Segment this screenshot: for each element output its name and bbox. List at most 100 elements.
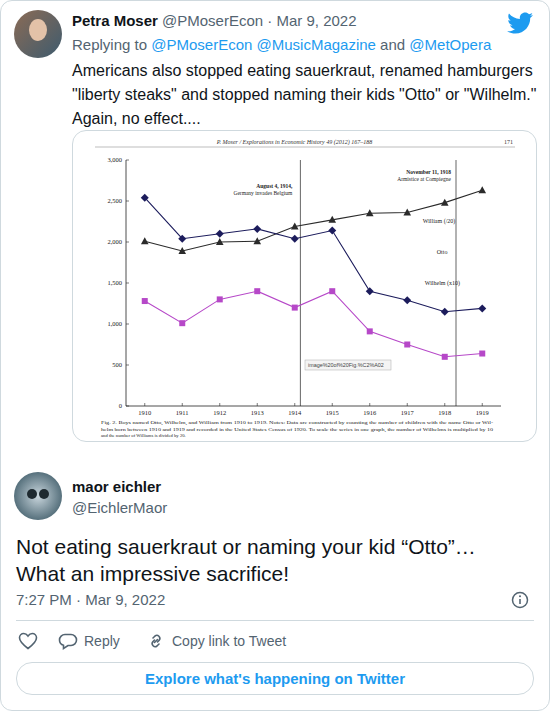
event-label: November 11, 1918 xyxy=(406,169,451,175)
figure-caption: helm born between 1910 and 1919 and reco… xyxy=(101,427,494,433)
avatar-detail xyxy=(39,489,49,499)
marker xyxy=(291,222,299,229)
marker xyxy=(441,199,449,206)
mention[interactable]: @MusicMagazine xyxy=(257,36,376,53)
marker xyxy=(254,288,260,294)
author-handle: @PMoserEcon · Mar 9, 2022 xyxy=(162,12,356,29)
spacer xyxy=(158,12,162,29)
marker xyxy=(366,209,374,216)
marker xyxy=(442,354,448,360)
y-tick xyxy=(126,365,129,366)
page-number: 171 xyxy=(504,139,513,145)
series-label: Wilhelm (x10) xyxy=(425,280,460,287)
marker xyxy=(253,225,261,233)
y-tick-label: 500 xyxy=(112,361,122,368)
marker xyxy=(403,296,411,304)
heart-icon xyxy=(20,634,37,649)
marker xyxy=(479,351,485,357)
x-tick-label: 1917 xyxy=(401,409,415,416)
x-tick xyxy=(332,403,333,406)
marker xyxy=(292,305,298,311)
event-label: August 4, 1914, xyxy=(256,183,293,189)
event-label: Germany invades Belgium xyxy=(233,190,293,196)
info-dot xyxy=(519,595,521,597)
reply-button[interactable]: Reply xyxy=(84,633,120,649)
author-line: Petra Moser @PMoserEcon · Mar 9, 2022 xyxy=(72,12,357,29)
mention[interactable]: @PMoserEcon xyxy=(151,36,252,53)
marker xyxy=(253,237,261,244)
marker xyxy=(142,298,148,304)
info-circle xyxy=(513,593,528,608)
copy-link-button[interactable]: Copy link to Tweet xyxy=(172,633,286,649)
author-name: maor eichler xyxy=(72,478,161,495)
mention[interactable]: @MetOpera xyxy=(409,36,491,53)
reply-text-line: Not eating sauerkraut or naming your kid… xyxy=(16,534,476,560)
x-tick-label: 1919 xyxy=(476,409,489,416)
y-tick-label: 2,500 xyxy=(107,197,122,204)
chart: P. Moser / Explorations in Economic Hist… xyxy=(73,131,536,441)
x-tick-label: 1912 xyxy=(213,409,226,416)
alt-tooltip: image%20of%20Fig.%C2%A02 xyxy=(305,360,391,370)
marker xyxy=(141,194,149,202)
x-tick-label: 1916 xyxy=(363,409,377,416)
figure-caption: and the number of Williams is divided by… xyxy=(101,433,186,438)
avatar-face xyxy=(29,19,47,41)
x-tick-label: 1914 xyxy=(288,409,302,416)
timestamp[interactable]: 7:27 PM · Mar 9, 2022 xyxy=(16,591,165,608)
reply-text-line: What an impressive sacrifice! xyxy=(16,561,289,587)
avatar-image xyxy=(14,472,62,520)
author-handle: @EichlerMaor xyxy=(72,499,167,516)
tooltip-text: image%20of%20Fig.%C2%A02 xyxy=(308,362,384,368)
y-tick xyxy=(126,324,129,325)
series-label: William (/20) xyxy=(423,218,456,225)
marker xyxy=(216,230,224,238)
y-tick xyxy=(126,160,129,161)
x-tick-label: 1913 xyxy=(251,409,264,416)
marker xyxy=(178,247,186,254)
marker xyxy=(329,288,335,294)
tweet-text-line: "liberty steaks" and stopped naming thei… xyxy=(72,84,537,106)
series-line xyxy=(145,198,483,312)
y-tick xyxy=(126,406,129,407)
event-label: Armistice at Compiegne xyxy=(397,176,451,182)
marker xyxy=(178,235,186,243)
and-word: and xyxy=(380,36,405,53)
journal-header: P. Moser / Explorations in Economic Hist… xyxy=(216,139,373,146)
marker xyxy=(291,235,299,243)
marker xyxy=(217,296,223,302)
marker xyxy=(328,227,336,235)
tweet-text-line: Americans also stopped eating sauerkraut… xyxy=(72,60,533,82)
avatar xyxy=(14,472,62,520)
x-tick xyxy=(219,403,220,406)
plot-area xyxy=(141,186,487,359)
author-name: Petra Moser xyxy=(72,12,158,29)
tweet-text-line: Again, no effect.... xyxy=(72,108,201,130)
explore-button[interactable]: Explore what's happening on Twitter xyxy=(16,662,534,695)
series-line xyxy=(145,291,483,357)
y-tick xyxy=(126,283,129,284)
series-line xyxy=(145,190,483,251)
replying-to: Replying to @PMoserEcon @MusicMagazine a… xyxy=(72,36,491,53)
marker xyxy=(179,320,185,326)
x-tick xyxy=(444,403,445,406)
reply-icon xyxy=(58,632,78,650)
bird-icon xyxy=(507,13,533,34)
marker xyxy=(216,238,224,245)
spacer xyxy=(252,36,256,53)
chart-image: P. Moser / Explorations in Economic Hist… xyxy=(72,130,537,442)
info-bar xyxy=(519,599,521,604)
marker xyxy=(328,216,336,223)
link-icon xyxy=(146,632,166,650)
header-rule xyxy=(95,147,515,148)
replying-label: Replying to xyxy=(72,36,147,53)
marker xyxy=(441,308,449,316)
x-tick xyxy=(144,403,145,406)
twitter-logo xyxy=(508,12,534,34)
separator xyxy=(16,620,534,621)
marker xyxy=(403,208,411,215)
avatar-detail xyxy=(27,489,37,499)
y-tick-label: 0 xyxy=(119,402,122,409)
like-button[interactable] xyxy=(18,632,38,650)
x-tick xyxy=(482,403,483,406)
x-tick-label: 1910 xyxy=(138,409,151,416)
